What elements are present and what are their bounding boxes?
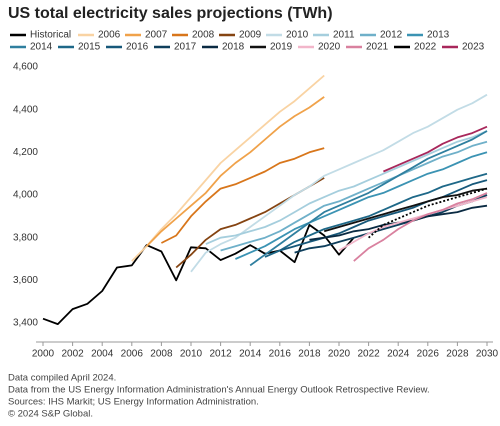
series-line [220,140,488,252]
legend-label: 2022 [414,42,437,53]
series-line [323,187,488,233]
legend-label: 2018 [222,42,245,53]
x-tick-label: 2000 [32,349,55,360]
series-line [145,96,325,247]
legend-label: 2023 [462,42,485,53]
series-line [205,130,488,245]
series-line [383,125,488,173]
legend-label: 2021 [366,42,389,53]
x-tick-label: 2004 [91,349,114,360]
y-tick-label: 4,200 [13,147,38,158]
x-tick-label: 2026 [417,349,440,360]
series-line [279,179,488,252]
x-tick-label: 2022 [357,349,380,360]
legend-label: 2011 [333,30,355,41]
footnote: © 2024 S&P Global. [8,409,93,420]
legend-label: 2013 [427,30,450,41]
x-tick-label: 2008 [150,349,173,360]
series-line [338,196,488,252]
series-line [42,224,355,325]
x-tick-label: 2030 [476,349,499,360]
legend-label: 2006 [98,30,121,41]
footnote: Sources: IHS Markit; US Energy Informati… [8,397,259,408]
x-tick-label: 2024 [387,349,410,360]
x-tick-label: 2002 [61,349,84,360]
x-tick-label: 2014 [239,349,262,360]
legend-label: 2020 [318,42,341,53]
series-line [264,172,488,258]
legend-label: 2012 [380,30,403,41]
y-tick-label: 4,400 [13,104,38,115]
x-tick-label: 2006 [121,349,144,360]
legend-label: 2009 [239,30,262,41]
legend-label: 2010 [286,30,309,41]
footnote: Data from the US Energy Information Admi… [8,385,430,396]
series-line [353,192,488,262]
y-tick-label: 3,600 [13,275,38,286]
x-tick-label: 2012 [209,349,232,360]
y-tick-label: 4,000 [13,190,38,201]
x-tick-label: 2010 [180,349,203,360]
legend-label: 2015 [78,42,101,53]
series-line [368,187,488,239]
x-tick-label: 2020 [328,349,351,360]
y-tick-label: 4,600 [13,62,38,73]
legend-label: 2008 [192,30,215,41]
legend-label: Historical [30,30,71,41]
chart-title: US total electricity sales projections (… [8,5,333,22]
legend-label: 2007 [145,30,168,41]
x-tick-label: 2028 [446,349,469,360]
legend-label: 2019 [270,42,293,53]
series-line [249,130,488,267]
series-line [190,93,488,273]
y-tick-label: 3,800 [13,232,38,243]
series-line [160,147,325,244]
footnote: Data compiled April 2024. [8,373,116,384]
legend-label: 2016 [126,42,149,53]
series-line [235,151,488,260]
series-line [131,74,325,262]
y-tick-label: 3,400 [13,318,38,329]
legend-label: 2014 [30,42,53,53]
x-tick-label: 2016 [269,349,292,360]
legend-label: 2017 [174,42,197,53]
x-tick-label: 2018 [298,349,321,360]
